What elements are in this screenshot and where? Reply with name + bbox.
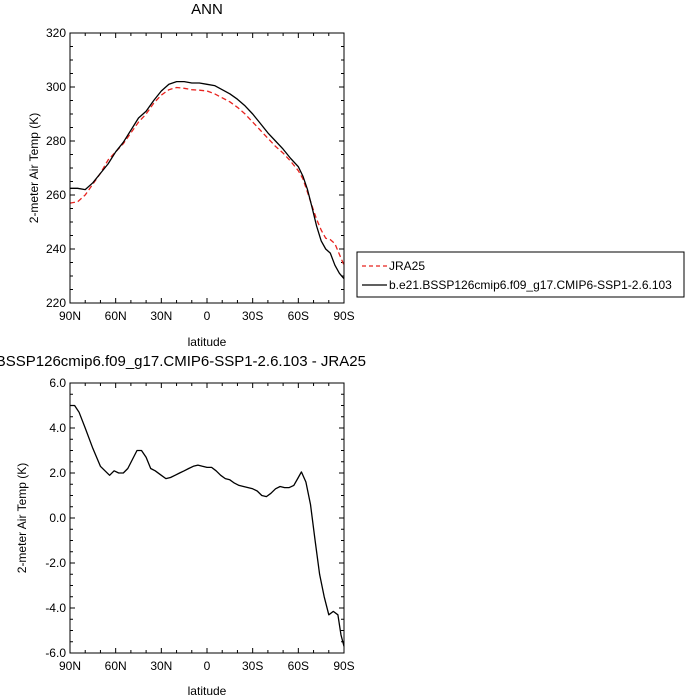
y-tick-label: 6.0 [49, 376, 66, 390]
top-axis-ticks: 90N 60N 30N 0 30S 60S 90S 220 240 260 280 300 320 [46, 26, 355, 323]
x-tick-label: 60S [288, 309, 309, 323]
y-tick-label: 0.0 [49, 511, 66, 525]
x-tick-label: 90S [333, 309, 354, 323]
top-plot-frame [69, 32, 345, 304]
y-tick-label: -2.0 [45, 556, 66, 570]
y-tick-label: -6.0 [45, 646, 66, 660]
top-panel: ANN 90N 60N 30N 0 30S 60S 90S 220 240 260 280 300 32… [27, 1, 355, 349]
y-tick-label: 240 [46, 242, 66, 256]
y-tick-label: 280 [46, 134, 66, 148]
bottom-y-axis-title: 2-meter Air Temp (K) [15, 463, 29, 573]
top-x-axis-title: latitude [188, 335, 227, 349]
bottom-axis-ticks: 90N 60N 30N 0 30S 60S 90S -6.0 -4.0 -2.0 0.0 2.0 4.0… [45, 376, 354, 673]
series-line-0 [69, 86, 345, 266]
x-tick-label: 90N [59, 659, 81, 673]
x-tick-label: 0 [204, 309, 211, 323]
top-chart-title: ANN [191, 1, 223, 18]
top-series-group [69, 80, 345, 280]
y-tick-label: 300 [46, 80, 66, 94]
y-tick-label: 320 [46, 26, 66, 40]
legend-label-model: b.e21.BSSP126cmip6.f09_g17.CMIP6-SSP1-2.… [389, 278, 672, 292]
top-y-axis-title: 2-meter Air Temp (K) [27, 113, 41, 223]
x-tick-label: 60N [105, 309, 127, 323]
x-tick-label: 30S [242, 309, 263, 323]
x-tick-label: 90S [333, 659, 354, 673]
y-tick-label: -4.0 [45, 601, 66, 615]
x-tick-label: 30N [150, 659, 172, 673]
legend-box [356, 251, 685, 298]
bottom-plot-frame [69, 382, 345, 654]
bottom-series-group [70, 404, 345, 647]
x-tick-label: 90N [59, 309, 81, 323]
y-tick-label: 220 [46, 296, 66, 310]
y-tick-label: 260 [46, 188, 66, 202]
bottom-x-axis-title: latitude [188, 684, 227, 698]
x-tick-label: 30S [242, 659, 263, 673]
series-line-1 [70, 80, 345, 280]
x-tick-label: 60N [105, 659, 127, 673]
legend: JRA25 b.e21.BSSP126cmip6.f09_g17.CMIP6-S… [356, 251, 685, 298]
x-tick-label: 30N [150, 309, 172, 323]
legend-label-jra25: JRA25 [389, 259, 425, 273]
bottom-panel: b.e21.BSSP126cmip6.f09_g17.CMIP6-SSP1-2.… [0, 353, 366, 698]
x-tick-label: 60S [288, 659, 309, 673]
x-tick-label: 0 [204, 659, 211, 673]
y-tick-label: 4.0 [49, 421, 66, 435]
series-line-0 [70, 404, 345, 647]
bottom-chart-title: b.e21.BSSP126cmip6.f09_g17.CMIP6-SSP1-2.… [0, 353, 366, 370]
y-tick-label: 2.0 [49, 466, 66, 480]
